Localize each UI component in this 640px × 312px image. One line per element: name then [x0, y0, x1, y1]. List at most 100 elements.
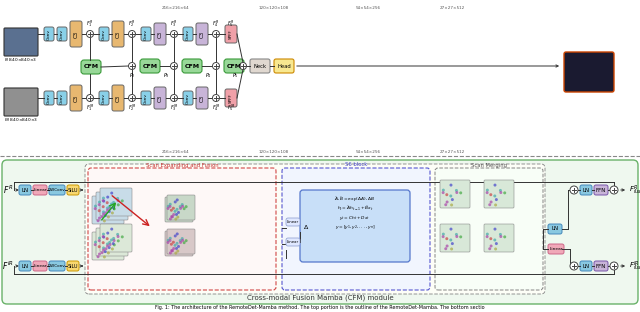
FancyBboxPatch shape — [250, 59, 270, 73]
Circle shape — [102, 236, 105, 239]
Circle shape — [104, 214, 107, 217]
Circle shape — [116, 197, 119, 200]
Circle shape — [494, 203, 497, 207]
Circle shape — [129, 31, 136, 37]
Text: $h_t=\bar{A}h_{t-1}+\bar{B}x_t$: $h_t=\bar{A}h_{t-1}+\bar{B}x_t$ — [337, 205, 373, 213]
Text: C3: C3 — [157, 30, 163, 38]
Circle shape — [175, 213, 178, 216]
Circle shape — [94, 241, 97, 244]
Circle shape — [98, 203, 100, 206]
Circle shape — [172, 207, 175, 210]
FancyBboxPatch shape — [183, 27, 193, 41]
Text: FFN: FFN — [596, 188, 606, 193]
FancyBboxPatch shape — [484, 224, 514, 252]
Text: $F_5^R$: $F_5^R$ — [227, 19, 235, 29]
Circle shape — [170, 62, 177, 70]
Text: SiLU: SiLU — [68, 188, 78, 193]
Circle shape — [181, 239, 184, 242]
Circle shape — [102, 248, 105, 251]
Circle shape — [177, 211, 180, 214]
Text: FFN: FFN — [596, 264, 606, 269]
Circle shape — [97, 219, 100, 222]
Text: LN: LN — [582, 188, 589, 193]
FancyBboxPatch shape — [70, 85, 82, 111]
Circle shape — [93, 207, 97, 210]
Circle shape — [109, 207, 111, 210]
Circle shape — [175, 208, 179, 211]
Circle shape — [180, 203, 184, 206]
Circle shape — [167, 205, 170, 208]
Circle shape — [106, 196, 109, 198]
Circle shape — [442, 189, 445, 192]
FancyBboxPatch shape — [225, 89, 237, 107]
Circle shape — [116, 239, 120, 242]
Circle shape — [98, 209, 100, 212]
Circle shape — [168, 205, 172, 208]
Circle shape — [93, 243, 97, 246]
Circle shape — [103, 219, 106, 222]
FancyBboxPatch shape — [4, 88, 38, 116]
Circle shape — [499, 233, 502, 236]
FancyBboxPatch shape — [167, 195, 195, 220]
Circle shape — [106, 242, 109, 246]
FancyBboxPatch shape — [183, 91, 193, 105]
Circle shape — [108, 241, 111, 244]
Circle shape — [116, 203, 120, 206]
FancyBboxPatch shape — [484, 180, 514, 208]
Circle shape — [102, 197, 105, 200]
Circle shape — [176, 198, 179, 202]
FancyBboxPatch shape — [33, 185, 47, 195]
Circle shape — [182, 207, 186, 210]
Text: C3: C3 — [200, 94, 205, 102]
Circle shape — [106, 245, 109, 247]
Circle shape — [460, 235, 462, 238]
FancyBboxPatch shape — [440, 224, 470, 252]
Text: $P_4$: $P_4$ — [205, 71, 211, 80]
Circle shape — [112, 237, 115, 240]
FancyBboxPatch shape — [92, 196, 124, 224]
Text: Conv: Conv — [47, 92, 51, 104]
Circle shape — [172, 213, 175, 216]
Circle shape — [104, 247, 108, 250]
Circle shape — [451, 198, 454, 201]
Circle shape — [116, 233, 119, 236]
FancyBboxPatch shape — [19, 261, 31, 271]
Text: $y_t=Ch_t+Dx_t$: $y_t=Ch_t+Dx_t$ — [339, 214, 371, 222]
FancyBboxPatch shape — [286, 218, 300, 226]
Text: $I_R$ 840×840×3: $I_R$ 840×840×3 — [4, 56, 38, 64]
Circle shape — [112, 206, 115, 209]
FancyBboxPatch shape — [70, 21, 82, 47]
Text: $y=[y_1,y_2,...,y_n]$: $y=[y_1,y_2,...,y_n]$ — [335, 223, 375, 231]
FancyBboxPatch shape — [57, 27, 67, 41]
Circle shape — [455, 189, 458, 192]
Circle shape — [108, 210, 111, 213]
Circle shape — [185, 239, 188, 242]
FancyBboxPatch shape — [141, 27, 151, 41]
Circle shape — [212, 62, 220, 70]
FancyBboxPatch shape — [548, 244, 564, 254]
FancyBboxPatch shape — [4, 28, 38, 56]
FancyBboxPatch shape — [92, 232, 124, 260]
Circle shape — [116, 235, 120, 238]
Text: C3: C3 — [115, 94, 120, 102]
Circle shape — [493, 194, 496, 197]
Circle shape — [499, 191, 502, 194]
Text: Head: Head — [277, 64, 291, 69]
Circle shape — [107, 216, 110, 218]
Circle shape — [570, 262, 578, 270]
FancyBboxPatch shape — [67, 261, 79, 271]
Circle shape — [451, 242, 454, 245]
Circle shape — [168, 239, 172, 242]
Text: S6 block: S6 block — [345, 163, 367, 168]
Circle shape — [179, 241, 182, 244]
Text: CFM: CFM — [184, 64, 200, 69]
Circle shape — [169, 217, 172, 220]
FancyBboxPatch shape — [286, 238, 300, 246]
Text: 216×216×64: 216×216×64 — [162, 6, 190, 10]
Circle shape — [167, 239, 170, 242]
Circle shape — [610, 186, 618, 194]
Circle shape — [455, 233, 458, 236]
Text: Linear: Linear — [549, 247, 563, 251]
Text: Conv: Conv — [47, 28, 51, 40]
Circle shape — [98, 239, 100, 242]
